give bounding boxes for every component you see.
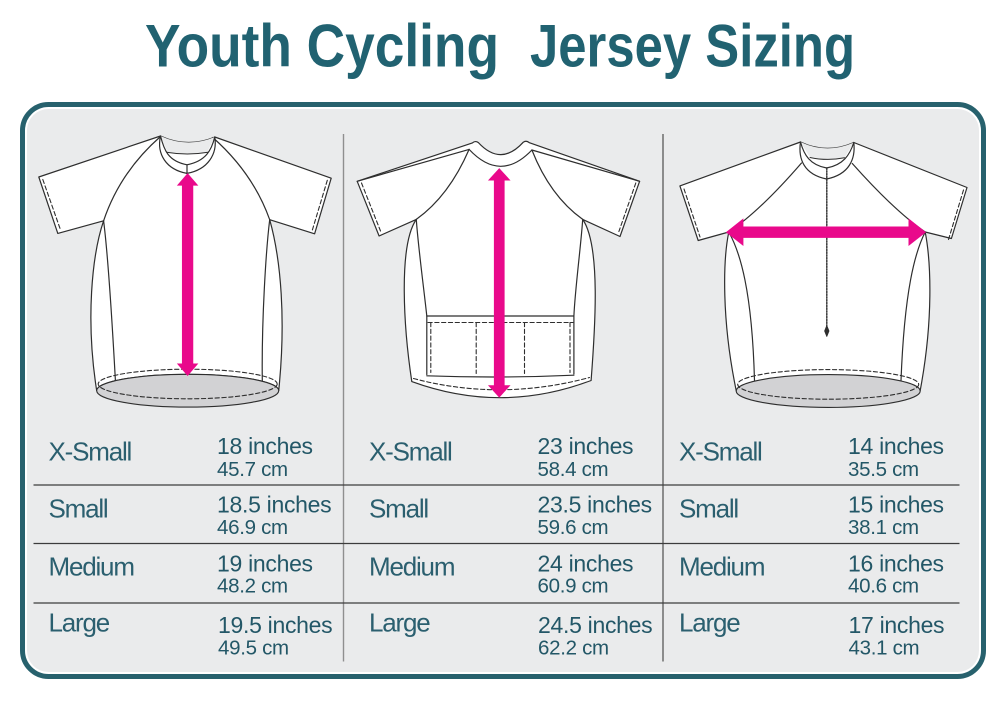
svg-text:49.5 cm: 49.5 cm — [218, 637, 289, 660]
svg-text:24 inches: 24 inches — [538, 551, 634, 577]
svg-text:Large: Large — [49, 608, 110, 638]
svg-text:23.5 inches: 23.5 inches — [538, 492, 652, 518]
svg-text:60.9 cm: 60.9 cm — [538, 575, 609, 598]
svg-text:Medium: Medium — [49, 552, 134, 582]
svg-text:Large: Large — [369, 608, 430, 638]
svg-text:X-Small: X-Small — [49, 437, 132, 467]
svg-text:X-Small: X-Small — [679, 437, 762, 467]
svg-text:Youth Cycling: Youth Cycling — [145, 13, 499, 80]
svg-text:Medium: Medium — [679, 552, 764, 582]
svg-text:18 inches: 18 inches — [217, 433, 313, 459]
svg-text:48.2 cm: 48.2 cm — [217, 575, 288, 598]
svg-text:14 inches: 14 inches — [848, 433, 944, 459]
svg-text:17 inches: 17 inches — [849, 612, 945, 638]
svg-text:Medium: Medium — [369, 552, 454, 582]
svg-text:19.5 inches: 19.5 inches — [218, 612, 332, 638]
svg-text:Jersey Sizing: Jersey Sizing — [530, 13, 855, 80]
svg-text:16 inches: 16 inches — [848, 551, 944, 577]
svg-text:Small: Small — [679, 494, 738, 524]
svg-text:43.1 cm: 43.1 cm — [849, 637, 920, 660]
svg-text:Large: Large — [679, 608, 740, 638]
svg-text:58.4 cm: 58.4 cm — [538, 458, 609, 481]
svg-text:Small: Small — [369, 494, 428, 524]
svg-text:35.5 cm: 35.5 cm — [848, 458, 919, 481]
svg-text:23 inches: 23 inches — [538, 433, 634, 459]
svg-text:15 inches: 15 inches — [848, 492, 944, 518]
svg-text:46.9 cm: 46.9 cm — [217, 516, 288, 539]
svg-text:18.5 inches: 18.5 inches — [217, 492, 331, 518]
svg-text:40.6 cm: 40.6 cm — [848, 575, 919, 598]
svg-text:19 inches: 19 inches — [217, 551, 313, 577]
svg-text:45.7 cm: 45.7 cm — [217, 458, 288, 481]
svg-text:38.1 cm: 38.1 cm — [848, 516, 919, 539]
svg-text:Small: Small — [49, 494, 108, 524]
svg-text:X-Small: X-Small — [369, 437, 452, 467]
svg-text:62.2 cm: 62.2 cm — [538, 637, 609, 660]
svg-text:24.5 inches: 24.5 inches — [538, 612, 652, 638]
svg-text:59.6 cm: 59.6 cm — [538, 516, 609, 539]
